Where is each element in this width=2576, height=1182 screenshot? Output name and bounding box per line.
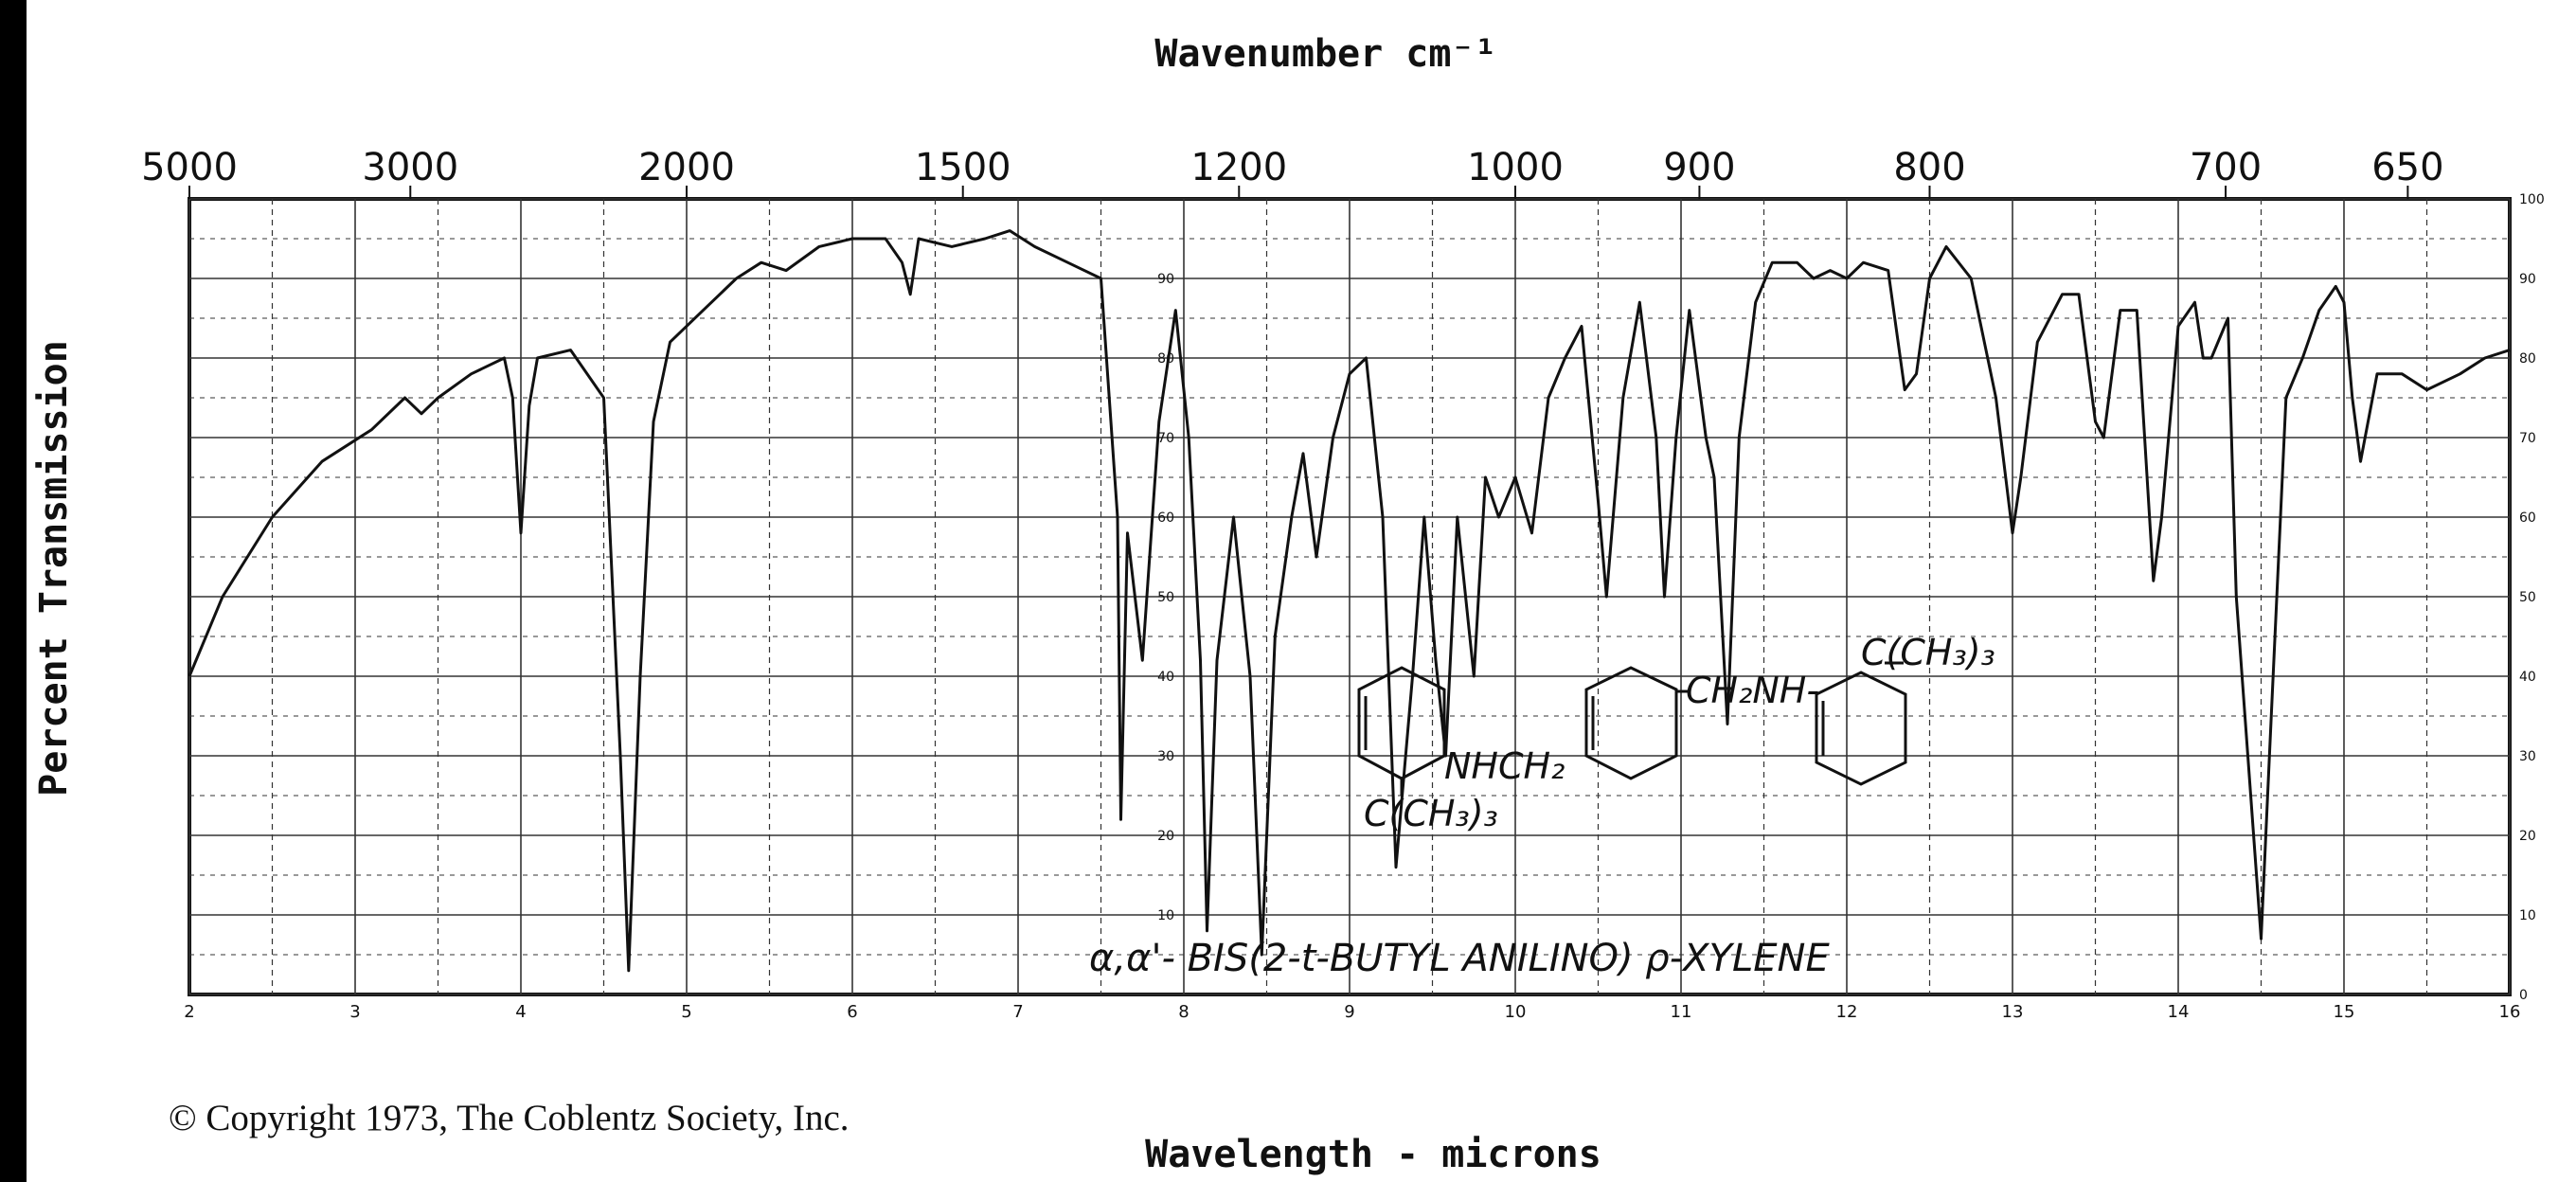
chemical-structure <box>1357 661 1907 796</box>
percent-tick-label: 40 <box>2519 670 2536 685</box>
percent-tick-label-inner: 60 <box>1157 510 1174 526</box>
top-tick-label: 700 <box>2190 146 2262 189</box>
bottom-tick-label: 15 <box>2334 1002 2355 1022</box>
percent-tick-label-inner: 80 <box>1157 351 1174 367</box>
top-tick-label: 1500 <box>915 146 1011 189</box>
structure-label-nhch2: NHCH₂ <box>1444 745 1565 787</box>
top-tick-label: 1200 <box>1190 146 1287 189</box>
top-tick-label: 3000 <box>362 146 458 189</box>
spectrum-line <box>188 229 2511 973</box>
percent-tick-label-inner: 30 <box>1157 749 1174 764</box>
percent-tick-label-inner: 20 <box>1157 829 1174 844</box>
benzene-ring-2 <box>1584 666 1678 780</box>
scan-edge-bar <box>0 0 27 1182</box>
bottom-tick-label: 2 <box>184 1002 194 1022</box>
top-tick-label: 2000 <box>638 146 735 189</box>
benzene-ring-3 <box>1815 671 1907 786</box>
percent-tick-label-inner: 70 <box>1157 431 1174 446</box>
bottom-tick-label: 6 <box>847 1002 857 1022</box>
percent-tick-label: 60 <box>2519 510 2536 526</box>
bottom-axis-ticks: 2 3 4 5 6 7 8 9 10 11 12 13 14 15 16 <box>184 1002 2520 1022</box>
percent-tick-label: 50 <box>2519 590 2536 605</box>
percent-tick-label: 0 <box>2519 988 2528 1003</box>
top-tick-label: 800 <box>1893 146 1965 189</box>
bottom-tick-label: 16 <box>2499 1002 2521 1022</box>
benzene-ring-1 <box>1357 666 1446 780</box>
percent-tick-label: 10 <box>2519 908 2536 923</box>
y-axis-title: Percent Transmission <box>32 340 76 797</box>
top-axis-title: Wavenumber cm⁻¹ <box>1154 32 1496 76</box>
structure-label-tbutyl-2: C(CH₃)₃ <box>1861 632 1995 673</box>
bottom-tick-label: 3 <box>349 1002 360 1022</box>
percent-tick-label: 100 <box>2519 192 2545 207</box>
top-tick-label: 5000 <box>141 146 238 189</box>
percent-tick-label: 70 <box>2519 431 2536 446</box>
percent-tick-label-inner: 10 <box>1157 908 1174 923</box>
top-tick-label: 650 <box>2371 146 2443 189</box>
bottom-tick-label: 9 <box>1344 1002 1354 1022</box>
percent-tick-label: 80 <box>2519 351 2536 367</box>
percent-tick-label: 90 <box>2519 272 2536 287</box>
bottom-tick-label: 14 <box>2168 1002 2190 1022</box>
bottom-tick-label: 11 <box>1671 1002 1692 1022</box>
bottom-tick-label: 4 <box>515 1002 526 1022</box>
bottom-tick-label: 8 <box>1178 1002 1189 1022</box>
copyright-notice: © Copyright 1973, The Coblentz Society, … <box>169 1098 850 1138</box>
structure-label-ch2nh: CH₂NH- <box>1686 670 1819 711</box>
bottom-tick-label: 7 <box>1012 1002 1023 1022</box>
top-tick-label: 900 <box>1663 146 1735 189</box>
top-tick-label: 1000 <box>1467 146 1564 189</box>
bottom-tick-label: 5 <box>681 1002 691 1022</box>
top-axis-ticks: 5000 3000 2000 1500 1200 1000 900 800 700 650 <box>141 146 2444 199</box>
bottom-tick-label: 10 <box>1505 1002 1527 1022</box>
percent-tick-label: 20 <box>2519 829 2536 844</box>
percent-tick-label-inner: 90 <box>1157 272 1174 287</box>
x-axis-title: Wavelength - microns <box>1145 1133 1601 1176</box>
compound-name: α,α'- BIS(2-t-BUTYL ANILINO) ρ-XYLENE <box>1089 937 1830 980</box>
bottom-tick-label: 13 <box>2002 1002 2024 1022</box>
percent-tick-label-inner: 40 <box>1157 670 1174 685</box>
percent-tick-label-inner: 50 <box>1157 590 1174 605</box>
structure-label-tbutyl-1: C(CH₃)₃ <box>1364 793 1498 834</box>
percent-tick-label: 30 <box>2519 749 2536 764</box>
chart-grid <box>188 197 2512 996</box>
bottom-tick-label: 12 <box>1836 1002 1858 1022</box>
